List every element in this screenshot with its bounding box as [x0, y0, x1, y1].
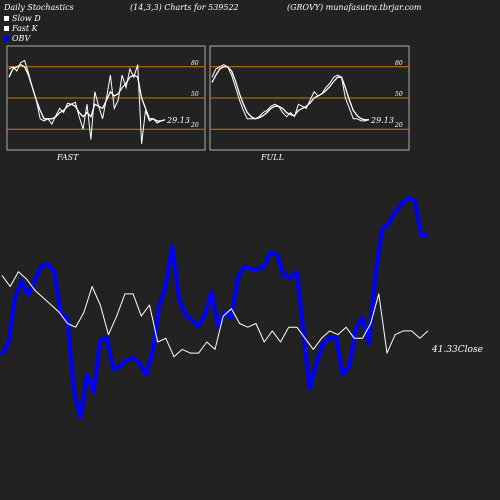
- legend-fast-k-swatch: [4, 26, 9, 31]
- chart-title: Daily Stochastics: [4, 3, 74, 12]
- close-value-label: 41.33Close: [431, 345, 483, 355]
- fast-panel-label: FAST: [56, 153, 79, 162]
- fast-series-slow-d: [8, 63, 166, 122]
- full-series-slow-d: [211, 66, 369, 121]
- legend-fast-k: Fast K: [4, 24, 38, 33]
- fast-last-value-label: 29.13: [166, 116, 190, 125]
- full-series-fast-k: [211, 64, 370, 122]
- chart-source: (GROVY) munafasutra.tbrjar.com: [287, 3, 422, 12]
- chart-params: (14,3,3) Charts for 539522: [130, 3, 239, 12]
- fast-tick-label-50: 50: [191, 91, 199, 98]
- legend-slow-d-swatch: [4, 16, 9, 21]
- fast-tick-label-80: 80: [191, 60, 199, 67]
- close-price-line: [1, 271, 429, 358]
- full-tick-label-20: 20: [394, 122, 403, 129]
- full-panel-label: FULL: [260, 153, 284, 162]
- full-tick-label-50: 50: [395, 91, 403, 98]
- full-tick-label-80: 80: [395, 60, 403, 67]
- legend-fast-k-label: Fast K: [12, 24, 38, 33]
- fast-series-fast-k: [8, 59, 166, 144]
- fast-tick-label-20: 20: [190, 122, 199, 129]
- legend-obv-swatch: [4, 36, 9, 41]
- legend-obv: OBV: [4, 34, 30, 43]
- full-last-value-label: 29.13: [370, 116, 394, 125]
- legend-slow-d: Slow D: [4, 14, 41, 23]
- obv-line: [0, 195, 428, 420]
- legend-obv-label: OBV: [12, 34, 31, 43]
- legend-slow-d-label: Slow D: [12, 14, 41, 23]
- price-obv-chart: [0, 195, 429, 420]
